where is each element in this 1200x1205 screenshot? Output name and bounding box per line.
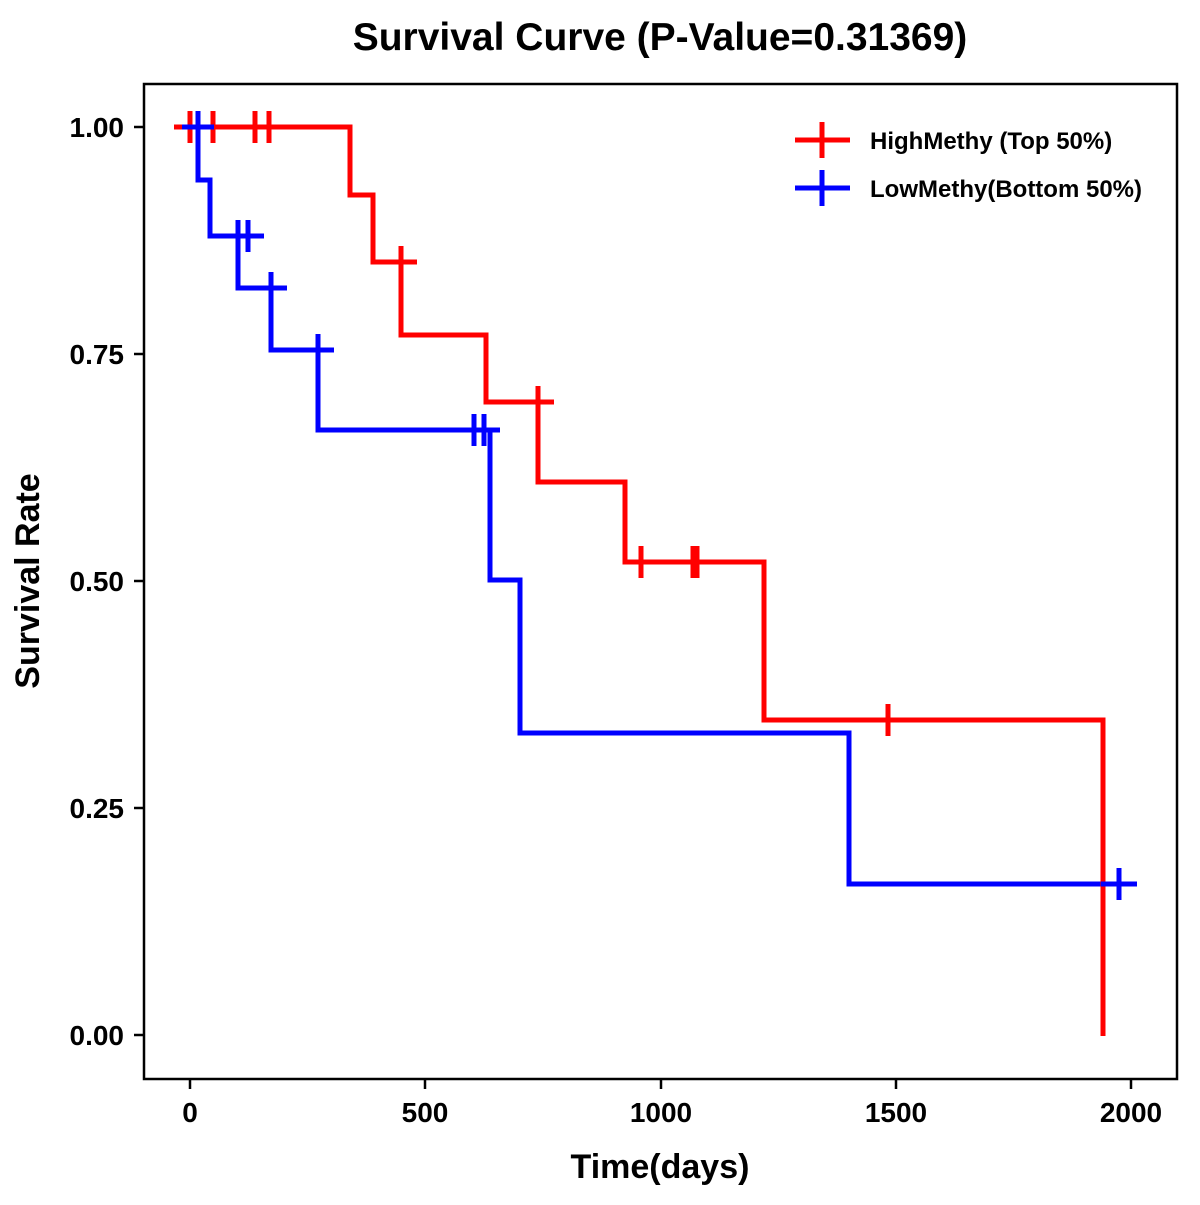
svg-text:0.50: 0.50 bbox=[70, 566, 125, 597]
svg-text:1.00: 1.00 bbox=[70, 112, 125, 143]
svg-text:HighMethy (Top 50%): HighMethy (Top 50%) bbox=[870, 128, 1112, 155]
svg-text:0.75: 0.75 bbox=[70, 339, 125, 370]
svg-text:Time(days): Time(days) bbox=[571, 1148, 750, 1186]
svg-text:Survival Rate: Survival Rate bbox=[9, 473, 47, 688]
svg-text:1000: 1000 bbox=[630, 1097, 692, 1128]
svg-text:Survival Curve (P-Value=0.3136: Survival Curve (P-Value=0.31369) bbox=[353, 16, 968, 59]
svg-text:0: 0 bbox=[182, 1097, 198, 1128]
svg-text:LowMethy(Bottom 50%): LowMethy(Bottom 50%) bbox=[870, 176, 1142, 203]
svg-text:500: 500 bbox=[402, 1097, 449, 1128]
svg-text:1500: 1500 bbox=[865, 1097, 927, 1128]
svg-text:2000: 2000 bbox=[1100, 1097, 1162, 1128]
svg-text:0.00: 0.00 bbox=[70, 1020, 125, 1051]
svg-text:0.25: 0.25 bbox=[70, 793, 125, 824]
